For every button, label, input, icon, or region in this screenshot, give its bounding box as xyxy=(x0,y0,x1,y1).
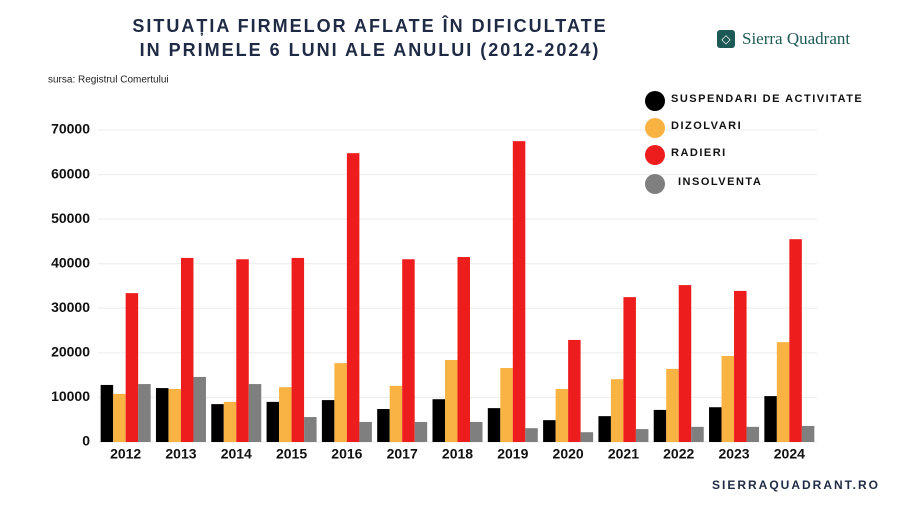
x-tick-label: 2016 xyxy=(331,446,362,462)
bar xyxy=(801,425,815,442)
y-tick-label: 70000 xyxy=(51,121,90,137)
x-tick-label: 2023 xyxy=(718,446,749,462)
bar xyxy=(125,293,139,442)
x-tick-label: 2024 xyxy=(774,446,805,462)
x-tick-label: 2020 xyxy=(553,446,584,462)
bar xyxy=(414,421,428,442)
bar xyxy=(223,401,237,442)
website: SIERRAQUADRANT.RO xyxy=(712,478,880,492)
x-tick-label: 2018 xyxy=(442,446,473,462)
bar xyxy=(432,399,445,442)
y-tick-label: 30000 xyxy=(51,299,90,315)
legend-marker xyxy=(645,174,665,194)
bar xyxy=(113,393,126,442)
bar xyxy=(168,388,181,442)
bar xyxy=(211,404,224,442)
legend-label: DIZOLVARI xyxy=(671,120,742,132)
bar xyxy=(691,426,704,442)
legend-marker xyxy=(645,118,665,138)
bar xyxy=(555,388,569,442)
bar xyxy=(623,297,636,442)
bar xyxy=(610,379,624,442)
bar xyxy=(180,257,194,442)
bar xyxy=(543,420,556,442)
bar xyxy=(291,257,305,442)
bar xyxy=(457,257,470,442)
bar xyxy=(776,342,790,442)
bar xyxy=(734,290,747,442)
logo-icon xyxy=(717,30,735,48)
bar xyxy=(598,416,611,442)
source: sursa: Registrul Comertului xyxy=(48,75,169,86)
bar xyxy=(764,396,777,442)
bar xyxy=(389,385,403,442)
bar xyxy=(155,388,169,442)
chart-title: SITUAȚIA FIRMELOR AFLATE ÎN DIFICULTATE … xyxy=(132,16,608,60)
bar xyxy=(512,141,526,442)
bar xyxy=(321,400,335,442)
bar xyxy=(248,384,262,442)
legend-label: RADIERI xyxy=(671,147,727,159)
bar xyxy=(138,384,151,442)
legend-label: INSOLVENTA xyxy=(678,176,762,188)
x-tick-label: 2012 xyxy=(110,446,141,462)
y-tick-label: 50000 xyxy=(51,210,90,226)
bar xyxy=(525,428,538,442)
bar xyxy=(359,421,372,442)
bar xyxy=(445,359,458,442)
bar xyxy=(377,409,390,442)
x-tick-label: 2015 xyxy=(276,446,307,462)
bar xyxy=(746,426,760,442)
bar xyxy=(653,409,667,442)
bar xyxy=(580,432,594,442)
bar xyxy=(721,355,735,442)
x-tick-label: 2013 xyxy=(165,446,196,462)
bar xyxy=(500,368,513,442)
bar xyxy=(678,285,692,442)
x-tick-label: 2017 xyxy=(387,446,418,462)
x-tick-label: 2021 xyxy=(608,446,639,462)
bar xyxy=(470,421,483,442)
bar xyxy=(709,407,722,442)
bar xyxy=(402,259,415,442)
legend-marker xyxy=(645,145,665,165)
legend-marker xyxy=(645,91,665,111)
y-tick-label: 40000 xyxy=(51,254,90,270)
x-tick-label: 2022 xyxy=(663,446,694,462)
bar xyxy=(304,417,317,442)
legend-label: SUSPENDARI DE ACTIVITATE xyxy=(671,93,863,105)
y-tick-label: 10000 xyxy=(51,388,90,404)
bar xyxy=(487,408,501,442)
brand: Sierra Quadrant xyxy=(742,29,850,48)
bar xyxy=(789,239,802,442)
logo-glyph: ◇ xyxy=(721,32,731,46)
y-tick-label: 0 xyxy=(82,433,90,449)
x-tick-label: 2019 xyxy=(497,446,528,462)
x-tick-label: 2014 xyxy=(221,446,252,462)
bar xyxy=(666,368,679,442)
y-tick-label: 20000 xyxy=(51,344,90,360)
bar xyxy=(635,429,649,442)
bar xyxy=(236,259,249,442)
bar xyxy=(279,387,292,442)
bar xyxy=(100,384,114,442)
bar xyxy=(266,401,280,442)
bar xyxy=(334,363,347,442)
y-tick-label: 60000 xyxy=(51,165,90,181)
bar xyxy=(568,339,581,442)
bar xyxy=(346,153,360,443)
bar xyxy=(193,376,206,442)
